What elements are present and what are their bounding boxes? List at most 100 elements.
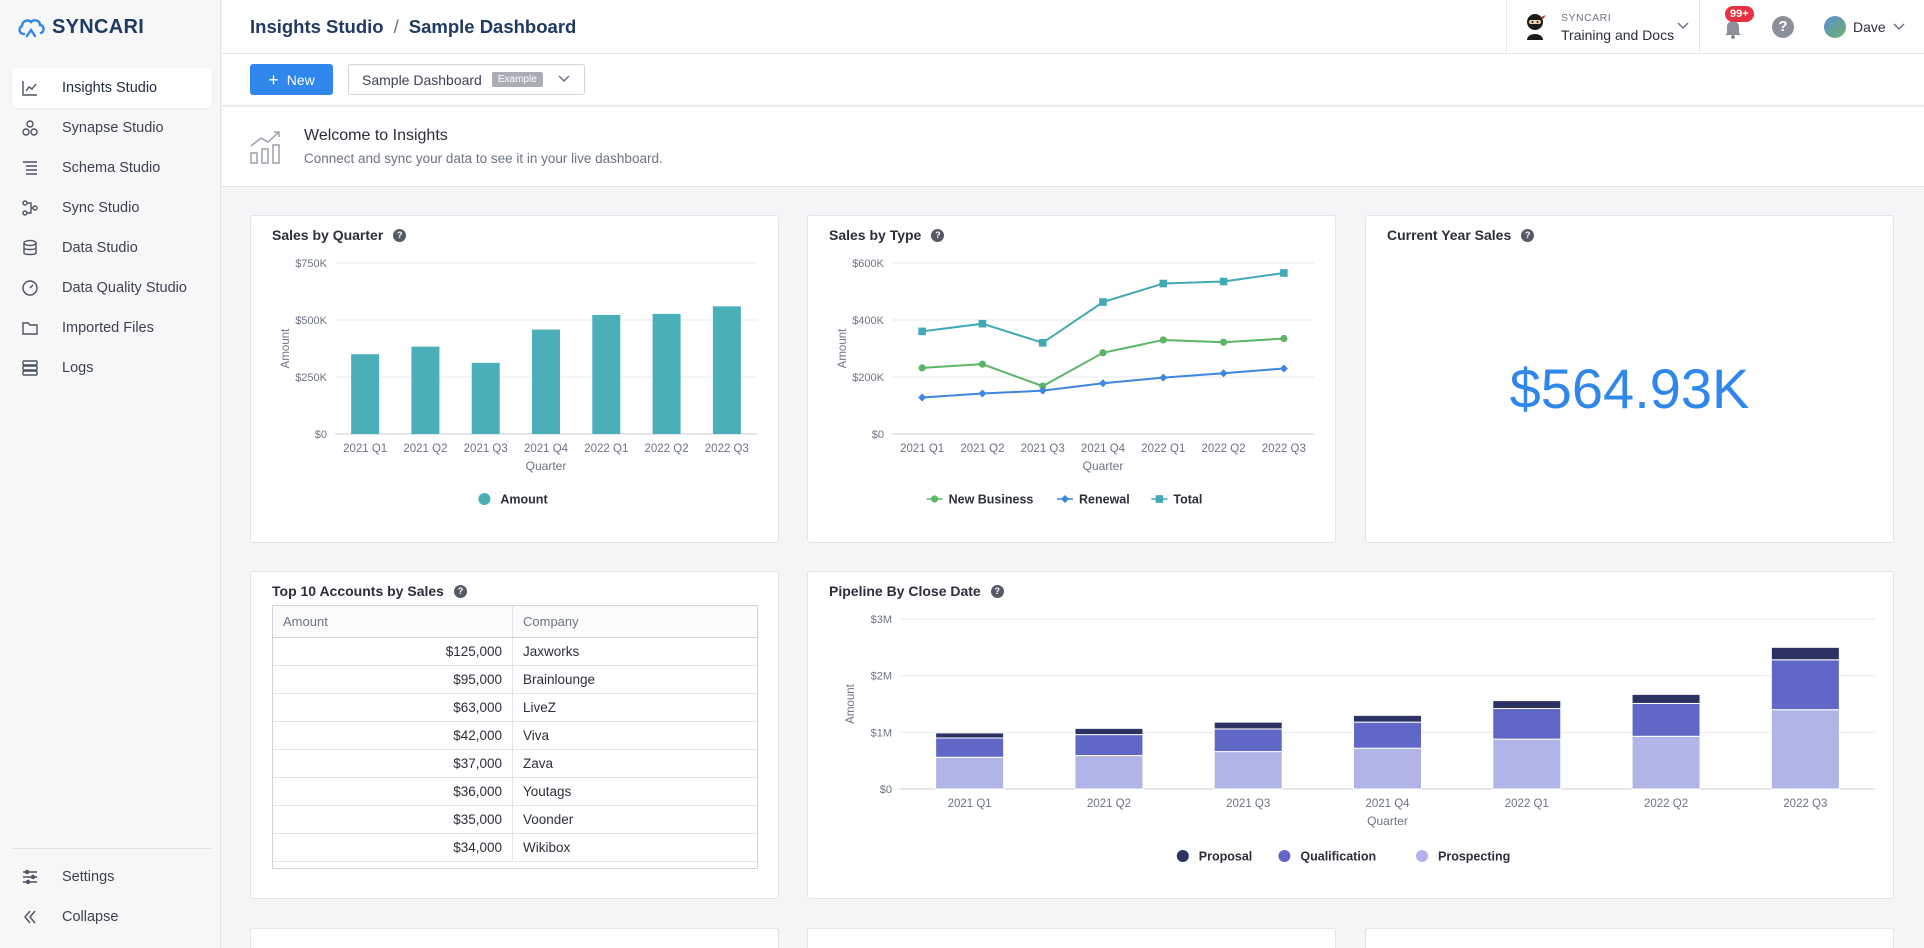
cell-amount: $35,000 — [273, 806, 513, 833]
x-tick-label: 2022 Q1 — [584, 443, 628, 455]
sidebar-item-sync-studio[interactable]: Sync Studio — [12, 188, 212, 228]
org-label: SYNCARI — [1561, 11, 1612, 24]
stacked-bar-segment — [935, 756, 1005, 790]
table-row[interactable]: $63,000 LiveZ — [273, 694, 757, 722]
sidebar-item-settings[interactable]: Settings — [12, 857, 212, 897]
cell-company: Zava — [523, 756, 554, 771]
stacked-bar-segment — [1631, 702, 1701, 737]
x-tick-label: 2021 Q2 — [960, 443, 1004, 455]
x-axis-label: Quarter — [1367, 814, 1408, 828]
sidebar-item-synapse-studio[interactable]: Synapse Studio — [12, 108, 212, 148]
legend-marker — [931, 495, 939, 503]
card-title-text: Sales by Type — [829, 227, 922, 243]
bar — [652, 313, 681, 434]
card-top-accounts: Top 10 Accounts by Sales ? Amount Compan… — [250, 571, 779, 899]
sidebar-item-label: Collapse — [62, 909, 119, 925]
sidebar-item-schema-studio[interactable]: Schema Studio — [12, 148, 212, 188]
table-row[interactable]: $36,000 Youtags — [273, 778, 757, 806]
table-row[interactable]: $34,000 Wikibox — [273, 834, 757, 862]
card-partial — [250, 928, 779, 948]
x-tick-label: 2021 Q4 — [524, 443, 569, 455]
data-point — [1099, 349, 1107, 357]
x-tick-label: 2021 Q4 — [1081, 443, 1126, 455]
sidebar-nav: Insights Studio Synapse Studio Schema St… — [12, 68, 212, 388]
sidebar-item-label: Schema Studio — [62, 160, 161, 176]
legend-marker — [1416, 850, 1428, 862]
cell-amount: $95,000 — [273, 666, 513, 693]
series-line — [922, 271, 1284, 344]
synapse-icon — [20, 118, 40, 138]
user-name: Dave — [1853, 19, 1886, 35]
card-title-text: Top 10 Accounts by Sales — [272, 583, 444, 599]
help-icon[interactable]: ? — [453, 584, 467, 598]
data-point — [918, 393, 927, 402]
stacked-bar-segment — [1770, 659, 1840, 711]
data-point — [1099, 379, 1107, 388]
help-icon[interactable]: ? — [931, 228, 945, 242]
x-tick-label: 2022 Q2 — [1644, 798, 1688, 810]
user-menu[interactable]: Dave — [1824, 16, 1905, 38]
data-point — [1159, 336, 1167, 344]
cell-amount: $36,000 — [273, 778, 513, 805]
cell-company: Wikibox — [523, 840, 571, 855]
data-point — [918, 364, 926, 372]
cell-amount: $42,000 — [273, 722, 513, 749]
trend-chart-icon — [250, 131, 280, 164]
x-tick-label: 2021 Q1 — [948, 798, 992, 810]
data-point — [1219, 369, 1228, 378]
column-header-company[interactable]: Company — [523, 614, 579, 629]
card-partial — [807, 928, 1336, 948]
cell-company: Voonder — [523, 812, 574, 827]
y-tick-label: $250K — [295, 372, 327, 384]
gauge-icon — [20, 278, 40, 298]
sales-by-quarter-chart: $0 $250K $500K $750K 2021 Q1 2021 Q2 2021 Q3 20… — [280, 258, 757, 507]
sidebar-item-imported-files[interactable]: Imported Files — [12, 308, 212, 348]
legend-label: Prospecting — [1438, 850, 1510, 864]
card-title-text: Pipeline By Close Date — [829, 583, 981, 599]
dashboard-select[interactable]: Sample Dashboard Example — [348, 64, 585, 95]
y-tick-label: $500K — [295, 315, 327, 327]
org-switcher[interactable]: SYNCARI Training and Docs — [1506, 0, 1700, 54]
bar — [411, 346, 440, 434]
sidebar-item-data-studio[interactable]: Data Studio — [12, 228, 212, 268]
data-point — [1280, 334, 1288, 343]
help-icon[interactable]: ? — [393, 228, 407, 242]
card-title: Sales by Type ? — [829, 227, 945, 243]
data-point — [918, 327, 926, 336]
breadcrumb-separator: / — [393, 16, 399, 37]
help-icon[interactable]: ? — [1521, 228, 1535, 242]
stacked-bar-segment — [1213, 751, 1283, 790]
table-row[interactable]: $95,000 Brainlounge — [273, 666, 757, 694]
data-point — [1159, 279, 1168, 288]
sidebar-item-logs[interactable]: Logs — [12, 348, 212, 388]
breadcrumb-root[interactable]: Insights Studio — [250, 16, 384, 37]
bar — [592, 314, 621, 434]
cell-company: Youtags — [523, 784, 572, 799]
table-row[interactable]: $35,000 Voonder — [273, 806, 757, 834]
stacked-bar-segment — [935, 737, 1005, 758]
cell-company: Jaxworks — [523, 644, 580, 659]
table-row[interactable]: $42,000 Viva — [273, 722, 757, 750]
new-dashboard-button[interactable]: + New — [250, 64, 333, 95]
help-icon[interactable]: ? — [990, 584, 1004, 598]
bell-icon[interactable] — [1722, 17, 1744, 39]
x-tick-label: 2022 Q3 — [1262, 443, 1306, 455]
data-point — [1099, 298, 1107, 306]
dashboard-toolbar: + New Sample Dashboard Example — [222, 54, 1924, 106]
syncari-logo[interactable]: SYNCARI — [16, 14, 144, 40]
x-axis-label: Quarter — [526, 459, 567, 473]
stacked-bar-segment — [1353, 747, 1422, 790]
x-tick-label: 2021 Q3 — [1226, 798, 1270, 810]
card-title: Sales by Quarter ? — [272, 227, 407, 243]
table-row[interactable]: $125,000 Jaxworks — [273, 638, 757, 666]
table-row[interactable]: $37,000 Zava — [273, 750, 757, 778]
x-tick-label: 2021 Q3 — [464, 443, 508, 455]
cell-company: Viva — [523, 728, 550, 743]
sidebar-item-collapse[interactable]: Collapse — [12, 897, 212, 937]
column-header-amount[interactable]: Amount — [273, 606, 513, 637]
sidebar-item-data-quality-studio[interactable]: Data Quality Studio — [12, 268, 212, 308]
help-icon[interactable]: ? — [1772, 16, 1794, 38]
logs-icon — [20, 358, 40, 378]
x-tick-label: 2022 Q1 — [1141, 443, 1185, 455]
sidebar-item-insights-studio[interactable]: Insights Studio — [12, 68, 212, 108]
